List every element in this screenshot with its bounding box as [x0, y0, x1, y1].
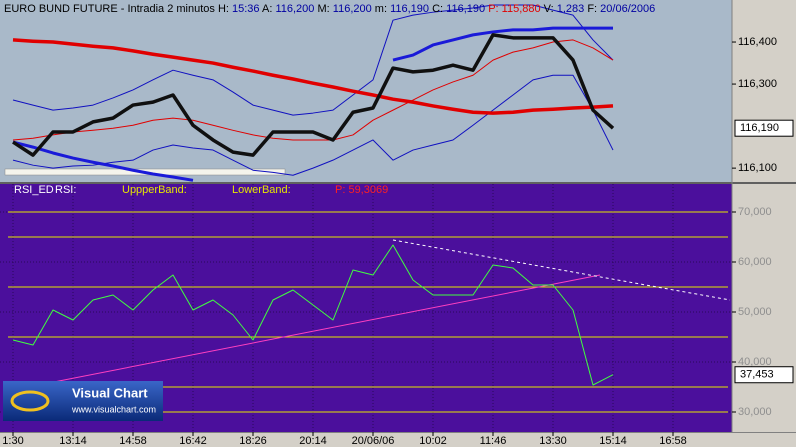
y-tick-label: 116,100: [738, 162, 777, 174]
stat-label: F:: [587, 3, 597, 15]
y-tick-label: 70,000: [738, 206, 772, 218]
series-line: [12, 4, 614, 116]
stat-value: 116,200: [275, 3, 314, 15]
stat-value: 116,190: [446, 3, 485, 15]
stat-label: P:: [488, 3, 498, 15]
legend-entry: RSI_ED: [14, 184, 54, 196]
x-tick-label: 20:14: [299, 435, 327, 447]
watermark: Visual Chart www.visualchart.com: [3, 381, 163, 421]
stat-label: V:: [544, 3, 554, 15]
y-tick-label: 60,000: [738, 256, 772, 268]
last-value-box: [734, 366, 794, 384]
stat-label: m:: [375, 3, 387, 15]
x-tick-label: 16:42: [179, 435, 207, 447]
stat-value: 115,880: [502, 3, 541, 15]
series-line: [12, 244, 614, 386]
legend-entry: UppperBand:: [122, 184, 187, 196]
last-value-box: [734, 119, 794, 137]
x-tick-label: 15:14: [599, 435, 627, 447]
watermark-url: www.visualchart.com: [71, 404, 156, 414]
y-tick-label: 116,300: [738, 78, 777, 90]
stat-value: 20/06/2006: [600, 3, 655, 15]
stat-value: 116,190: [390, 3, 429, 15]
watermark-logo: [10, 390, 50, 412]
price-panel: [0, 0, 732, 182]
x-tick-label: 14:58: [119, 435, 147, 447]
x-tick-label: 11:46: [480, 435, 507, 447]
x-tick-label: 18:26: [239, 435, 267, 447]
trendline: [12, 274, 601, 391]
y-tick-label: 30,000: [738, 406, 772, 418]
legend-entry: LowerBand:: [232, 184, 291, 196]
series-line: [12, 33, 615, 157]
chart-header: EURO BUND FUTURE - Intradia 2 minutos H:…: [4, 3, 655, 15]
stat-value: 116,200: [333, 3, 372, 15]
stat-label: M:: [317, 3, 329, 15]
x-tick-label: 10:02: [419, 435, 447, 447]
y-tick-label: 40,000: [738, 356, 772, 368]
series-line: [392, 26, 613, 62]
stat-label: C:: [432, 3, 443, 15]
series-line: [12, 74, 614, 176]
legend-entry: P: 59,3069: [335, 184, 388, 196]
series-line: [12, 39, 614, 141]
watermark-title: Visual Chart: [72, 385, 148, 400]
chart-title: EURO BUND FUTURE - Intradia 2 minutos: [4, 3, 215, 15]
x-tick-label: 13:30: [539, 435, 567, 447]
x-tick-label: 20/06/06: [352, 435, 395, 447]
series-line: [12, 38, 614, 115]
x-tick-label: 1:30: [2, 435, 23, 447]
stat-label: A:: [262, 3, 272, 15]
y-tick-label: 50,000: [738, 306, 772, 318]
stat-value: 1,283: [557, 3, 585, 15]
x-tick-label: 16:58: [659, 435, 687, 447]
legend-entry: RSI:: [55, 184, 76, 196]
y-tick-label: 116,400: [738, 36, 777, 48]
stat-value: 15:36: [232, 3, 260, 15]
last-value-label: 116,190: [740, 122, 779, 134]
x-tick-label: 13:14: [59, 435, 87, 447]
series-line: [12, 140, 194, 182]
watermark-box: [3, 381, 163, 421]
stat-label: H:: [218, 3, 229, 15]
last-value-label: 37,453: [740, 369, 774, 381]
